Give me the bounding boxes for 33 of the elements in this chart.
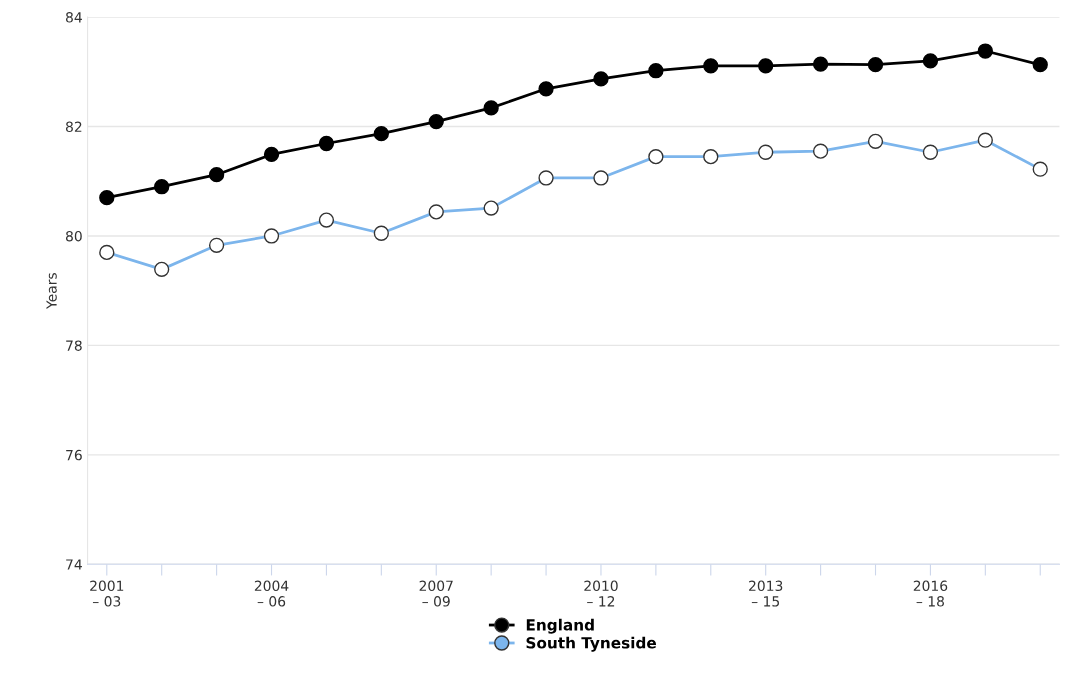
y-tick-label: 74 bbox=[66, 559, 82, 570]
point bbox=[648, 63, 664, 79]
point bbox=[99, 190, 115, 206]
point bbox=[154, 179, 170, 195]
y-axis-title: Years bbox=[46, 273, 57, 310]
x-tick-label: 2004 – 06 bbox=[254, 580, 289, 607]
point bbox=[208, 167, 225, 183]
point bbox=[373, 126, 389, 142]
y-tick-label: 84 bbox=[65, 12, 82, 23]
x-tick-label: 2016 – 18 bbox=[913, 580, 948, 607]
y-tick-label: 80 bbox=[65, 230, 82, 242]
y-tick-label: 76 bbox=[66, 449, 82, 461]
x-tick-label: 2010 – 12 bbox=[584, 580, 618, 607]
point bbox=[593, 71, 609, 87]
point bbox=[263, 146, 280, 163]
point bbox=[922, 53, 939, 69]
point bbox=[977, 43, 993, 59]
point bbox=[318, 135, 335, 152]
point bbox=[812, 56, 829, 72]
point bbox=[538, 81, 554, 97]
point bbox=[1032, 57, 1048, 73]
legend-label: England bbox=[526, 618, 594, 634]
y-tick-label: 78 bbox=[66, 340, 82, 351]
point bbox=[758, 58, 774, 74]
point bbox=[703, 58, 719, 74]
x-tick-label: 2007 – 09 bbox=[419, 580, 453, 607]
point bbox=[483, 100, 499, 116]
x-tick-label: 2013 – 15 bbox=[749, 580, 783, 607]
legend-label: South Tyneside bbox=[526, 636, 656, 652]
point bbox=[867, 57, 884, 73]
point bbox=[428, 113, 444, 130]
y-tick-label: 82 bbox=[65, 121, 82, 133]
x-tick-label: 2001 – 03 bbox=[90, 580, 124, 607]
